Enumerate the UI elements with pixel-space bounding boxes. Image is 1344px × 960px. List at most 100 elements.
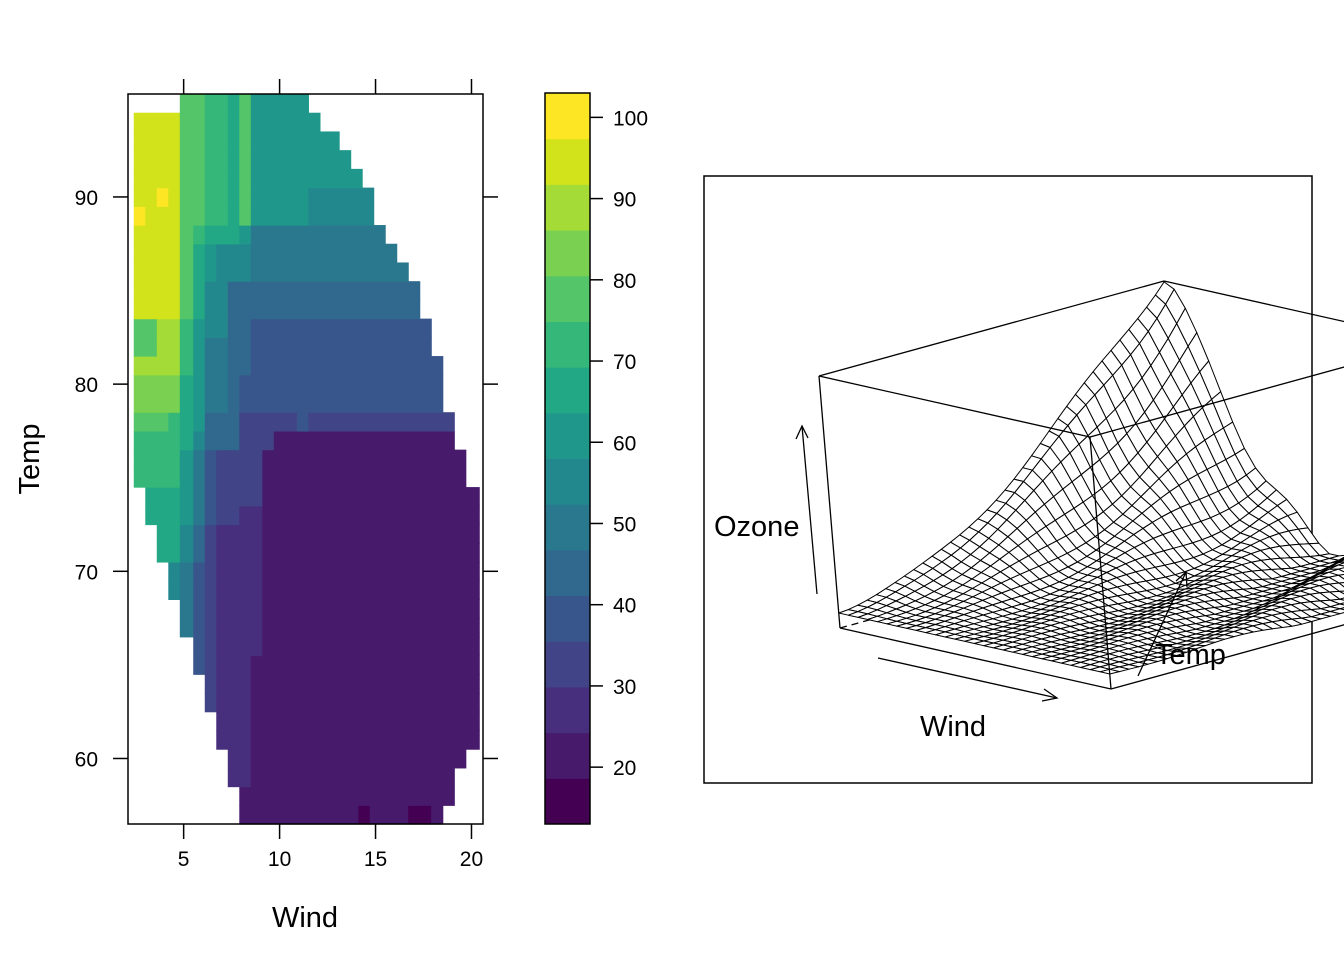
heatmap-cell bbox=[262, 580, 480, 600]
heatmap-cell bbox=[156, 543, 181, 563]
heatmap-cell bbox=[239, 505, 263, 526]
colorbar-tick-label: 20 bbox=[613, 757, 636, 780]
heatmap-cell bbox=[250, 767, 455, 788]
wireframe-temp-label: Temp bbox=[1155, 639, 1226, 671]
wireframe-panel: Wind Temp Ozone bbox=[703, 175, 1344, 784]
heatmap-cell bbox=[204, 561, 217, 582]
heatmap-cell bbox=[193, 225, 206, 245]
heatmap-cell bbox=[204, 131, 229, 151]
heatmap-cell bbox=[179, 206, 206, 226]
x-tick-label: 10 bbox=[268, 848, 291, 871]
heatmap-cell bbox=[204, 430, 240, 451]
heatmap-cell bbox=[204, 281, 229, 301]
heatmap-cell bbox=[168, 580, 181, 600]
heatmap-cell bbox=[204, 468, 217, 488]
heatmap-cell bbox=[133, 206, 146, 226]
heatmap-cell bbox=[133, 168, 181, 189]
heatmap-cell bbox=[168, 187, 181, 207]
heatmap-cell bbox=[216, 599, 263, 619]
heatmap-cell bbox=[193, 356, 206, 376]
heatmap-cell bbox=[179, 299, 194, 320]
heatmap-cell bbox=[204, 356, 229, 376]
heatmap-cell bbox=[168, 412, 181, 432]
heatmap-cell bbox=[133, 430, 181, 451]
box-edge bbox=[818, 375, 841, 629]
heatmap-cell bbox=[133, 131, 181, 151]
colorbar-tick-label: 70 bbox=[613, 351, 636, 374]
heatmap-cell bbox=[250, 243, 398, 264]
heatmap-cell bbox=[204, 505, 217, 526]
colorbar-swatch bbox=[545, 504, 590, 551]
heatmap-cell bbox=[262, 449, 467, 469]
heatmap-cell bbox=[273, 430, 455, 451]
wind-arrowhead bbox=[1041, 688, 1059, 702]
box-edge bbox=[1163, 280, 1344, 323]
heatmap-cell bbox=[204, 393, 229, 413]
heatmap-cell bbox=[262, 505, 480, 526]
heatmap-cell bbox=[204, 487, 217, 507]
heatmap-cell bbox=[308, 206, 375, 226]
heatmap-cell bbox=[133, 356, 181, 376]
heatmap-cell bbox=[193, 580, 206, 600]
heatmap-cell bbox=[193, 618, 206, 638]
y-tick-label: 60 bbox=[75, 748, 98, 771]
heatmap-cell bbox=[308, 112, 321, 133]
heatmap-cell bbox=[204, 299, 229, 320]
heatmap-cell bbox=[204, 412, 240, 432]
x-tick-label: 15 bbox=[364, 848, 387, 871]
heatmap-cell bbox=[250, 674, 480, 694]
temp-arrowhead bbox=[1175, 570, 1188, 588]
heatmap-cell bbox=[204, 692, 217, 713]
heatmap-cell bbox=[193, 505, 206, 526]
heatmap-cell bbox=[179, 150, 206, 170]
heatmap-cell bbox=[179, 243, 194, 264]
heatmap-cell bbox=[179, 318, 194, 338]
heatmap-cell bbox=[204, 206, 229, 226]
heatmap-cell bbox=[133, 150, 181, 170]
wireframe-ozone-label: Ozone bbox=[714, 511, 799, 543]
heatmap-cell bbox=[179, 356, 194, 376]
heatmap-cell bbox=[227, 94, 240, 114]
heatmap-cell bbox=[227, 150, 240, 170]
heatmap-cell bbox=[239, 786, 455, 806]
colorbar-swatch bbox=[545, 367, 590, 414]
heatmap-cell bbox=[193, 449, 206, 469]
heatmap-cell bbox=[262, 524, 480, 544]
heatmap-cell bbox=[227, 749, 252, 769]
heatmap-cell bbox=[133, 468, 181, 488]
heatmap-cell bbox=[227, 356, 252, 376]
colorbar-swatch bbox=[545, 686, 590, 734]
y-tick-label: 80 bbox=[75, 374, 98, 397]
heatmap-cell bbox=[156, 187, 169, 207]
heatmap-cell bbox=[216, 580, 263, 600]
heatmap-cell bbox=[193, 412, 206, 432]
levelplot-frame bbox=[127, 93, 484, 825]
heatmap-cell bbox=[179, 580, 194, 600]
heatmap-cell bbox=[193, 543, 206, 563]
heatmap-cell bbox=[156, 318, 181, 338]
heatmap-cell bbox=[193, 337, 206, 357]
heatmap-cell bbox=[145, 487, 181, 507]
heatmap-cell bbox=[193, 655, 206, 675]
heatmap-cell bbox=[227, 767, 252, 788]
colorbar-swatch bbox=[545, 321, 590, 368]
heatmap-cell bbox=[216, 636, 263, 657]
heatmap-cell bbox=[204, 543, 217, 563]
colorbar-swatch bbox=[545, 458, 590, 505]
colorbar-tick-label: 100 bbox=[613, 107, 648, 130]
heatmap-cell bbox=[216, 655, 252, 675]
heatmap-cell bbox=[145, 206, 181, 226]
levelplot-panel: 5 10 15 20 60 70 80 90 Wind Temp bbox=[14, 79, 498, 934]
heatmap-cell bbox=[262, 618, 480, 638]
heatmap-cell bbox=[204, 262, 217, 282]
wireframe-box-front bbox=[818, 280, 1344, 690]
heatmap-cell bbox=[239, 412, 298, 432]
heatmap-cell bbox=[204, 674, 217, 694]
heatmap-cell bbox=[193, 524, 206, 544]
heatmap-cell bbox=[239, 150, 252, 170]
heatmap-cell bbox=[179, 337, 194, 357]
heatmap-cell bbox=[216, 543, 263, 563]
heatmap-cell bbox=[204, 94, 229, 114]
heatmap-cell bbox=[193, 299, 206, 320]
heatmap-cell bbox=[179, 468, 194, 488]
